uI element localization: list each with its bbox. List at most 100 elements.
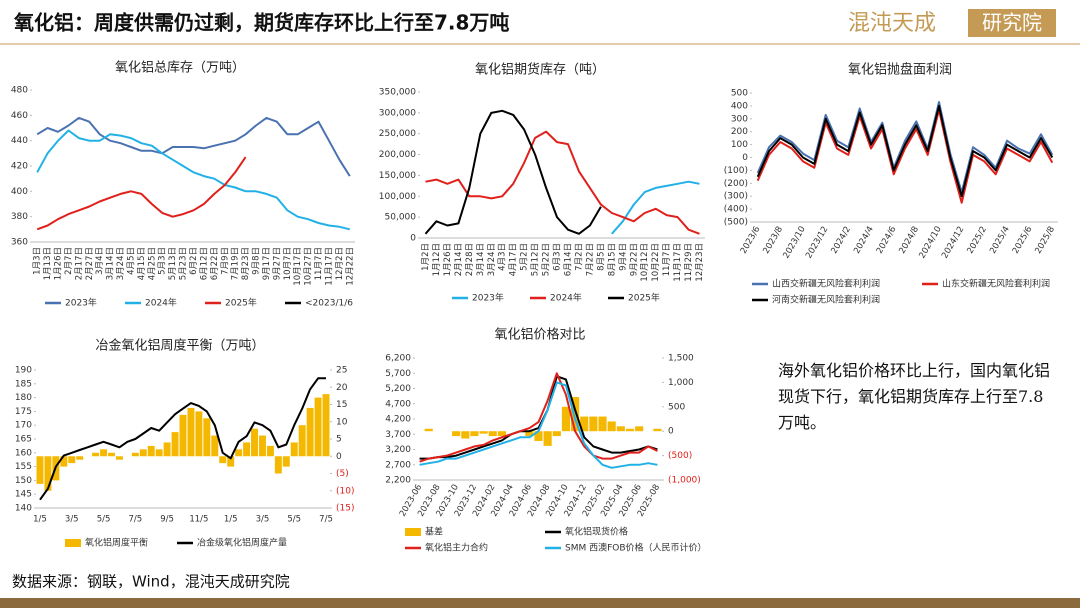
legend-label: 2024年	[145, 297, 177, 309]
bar	[322, 394, 330, 457]
chart-title: 氧化铝价格对比	[494, 327, 585, 343]
bar	[497, 431, 506, 437]
legend-label: 2024年	[550, 292, 582, 304]
bar	[543, 431, 552, 446]
x-tick-label: 2023/8	[761, 225, 785, 256]
bar	[195, 411, 203, 457]
bar	[76, 456, 84, 460]
x-tick-label: 5/5	[97, 515, 111, 525]
y-tick-label: (100)	[724, 166, 748, 176]
x-tick-label: 5月12日	[531, 243, 541, 276]
x-tick-label: 7/5	[128, 515, 142, 525]
bar	[589, 416, 598, 432]
y2-tick-label: 20	[336, 383, 348, 393]
x-tick-label: 9月8日	[252, 247, 262, 275]
x-tick-label: 10月22日	[651, 243, 661, 282]
x-tick-label: 3/5	[65, 515, 79, 525]
x-tick-label: 2月27日	[85, 247, 95, 280]
x-tick-label: 6月22日	[210, 247, 220, 280]
y-tick-label: 6,200	[385, 354, 411, 364]
y-tick-label: 250,000	[379, 129, 416, 139]
x-tick-label: 2025/6	[1011, 225, 1035, 256]
bar	[424, 428, 433, 432]
x-tick-label: 2月28日	[465, 243, 475, 276]
bar	[525, 431, 534, 437]
bar	[571, 397, 580, 432]
y-tick-label: 460	[11, 111, 28, 121]
y-tick-label: 2,700	[385, 460, 411, 470]
bar	[60, 456, 68, 467]
y-tick-label: 360	[11, 238, 28, 248]
x-tick-label: 11/5	[189, 515, 208, 525]
bar	[235, 449, 243, 457]
x-tick-label: 1月26日	[54, 247, 64, 280]
x-tick-label: 3/5	[256, 515, 270, 525]
x-tick-label: 1月26日	[443, 243, 453, 276]
y-tick-label: (200)	[724, 179, 748, 189]
x-tick-label: 11月7日	[314, 247, 324, 280]
x-tick-label: 9/5	[160, 515, 174, 525]
legend-label: 山东交新疆无风险套利利润	[942, 278, 1050, 290]
y2-tick-label: 10	[336, 417, 348, 427]
x-tick-label: 8月15日	[607, 243, 617, 276]
y-tick-label: 3,700	[385, 430, 411, 440]
series-line	[36, 116, 351, 177]
legend-label: 氧化铝主力合约	[425, 542, 488, 554]
x-tick-label: 4月15日	[137, 247, 147, 280]
x-tick-label: 2023/12	[804, 225, 830, 261]
series-line	[756, 104, 1054, 198]
x-tick-label: 9月27日	[272, 247, 282, 280]
legend-label: 氧化铝周度平衡	[85, 537, 148, 549]
note: 海外氧化铝价格环比上行，国内氧化铝现货下行，氧化铝期货库存上行至7.8万吨。	[778, 361, 1051, 432]
y2-tick-label: 25	[336, 366, 347, 376]
x-tick-label: 2月14日	[454, 243, 464, 276]
bar	[243, 442, 251, 457]
bar	[179, 414, 187, 457]
bar	[488, 431, 497, 437]
legend-swatch	[65, 539, 81, 547]
x-tick-label: 2024/8	[897, 225, 921, 256]
y-tick-label: 185	[15, 379, 32, 389]
x-tick-label: 11月17日	[673, 243, 683, 282]
series-line	[419, 375, 658, 460]
legend-label: 基差	[425, 526, 443, 538]
bar	[171, 432, 179, 457]
bar	[163, 442, 171, 457]
x-tick-label: 1月12日	[432, 243, 442, 276]
y-tick-label: 140	[15, 504, 32, 514]
bar	[598, 416, 607, 432]
y-tick-label: 500	[731, 89, 748, 99]
series-line	[756, 101, 1054, 194]
bar	[552, 431, 561, 437]
source: 数据来源：钢联，Wind，混沌天成研究院	[12, 573, 290, 591]
legend-label: SMM 西澳FOB价格（人民币计价）	[565, 542, 707, 554]
x-tick-label: 8月5日	[596, 243, 606, 271]
y2-tick-label: 1,500	[668, 354, 694, 364]
y-tick-label: 2,200	[385, 476, 411, 486]
logo-box-text: 研究院	[982, 11, 1042, 35]
y-tick-label: 50,000	[385, 213, 417, 223]
x-tick-label: 1/5	[33, 515, 47, 525]
bar	[290, 442, 298, 457]
series-line	[36, 156, 247, 231]
bar	[258, 435, 266, 457]
y-tick-label: 440	[11, 136, 28, 146]
x-tick-label: 5/5	[287, 515, 301, 525]
x-tick-label: 3月14日	[476, 243, 486, 276]
x-tick-label: 3月4日	[95, 247, 105, 275]
bar	[314, 397, 322, 457]
y-tick-label: 155	[15, 462, 32, 472]
y-tick-label: 350,000	[379, 88, 416, 98]
y-tick-label: 420	[11, 162, 28, 172]
x-tick-label: 7/5	[319, 515, 333, 525]
y-tick-label: 100	[731, 140, 748, 150]
bar	[211, 435, 219, 457]
y2-tick-label: 5	[336, 435, 342, 445]
x-tick-label: 4月17日	[509, 243, 519, 276]
legend-label: <2023/1/6	[305, 299, 353, 309]
chart-title: 氧化铝总库存（万吨）	[115, 60, 245, 76]
legend-swatch	[405, 528, 421, 536]
x-tick-label: 10月12日	[640, 243, 650, 282]
